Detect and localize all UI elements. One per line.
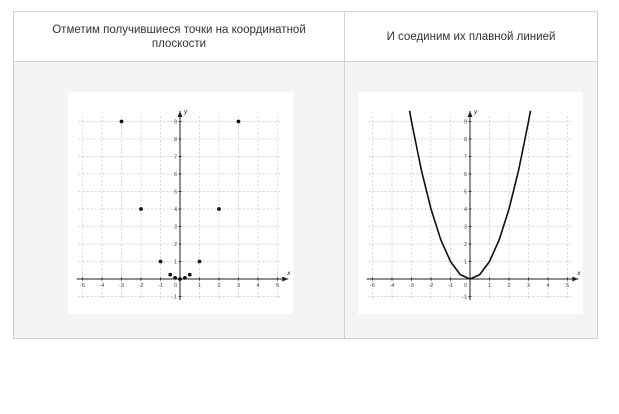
x-tick-label: 5 [566,283,569,289]
x-tick-label: 3 [527,283,530,289]
parabola-curve [408,110,532,280]
y-axis-arrow [467,111,473,117]
origin-label: 0 [464,283,467,289]
data-point [236,119,241,124]
x-tick-label: 4 [256,283,259,289]
y-tick-label: 7 [464,155,467,161]
points-chart: x y -5 -4 -3 -2 -1 1 2 3 4 5 -1 1 2 3 4 5 6 7 8 9 0 [76,109,291,301]
data-point [158,259,163,264]
header-left-text: Отметим получившиеся точки на координатн… [52,23,306,50]
x-axis-label: x [576,270,581,277]
data-point [182,276,187,280]
y-tick-label: 6 [174,172,177,178]
x-tick-label: -1 [448,283,453,289]
x-tick-label: 2 [217,283,220,289]
data-point [178,277,182,281]
comparison-table: Отметим получившиеся точки на координатн… [13,11,598,339]
y-tick-label: 8 [174,137,177,143]
x-tick-label: 2 [507,283,510,289]
content-cell-left: x y -5 -4 -3 -2 -1 1 2 3 4 5 -1 1 2 3 4 5 6 7 8 9 0 [14,62,345,338]
data-point [217,207,221,211]
y-tick-label: 8 [464,137,467,143]
y-tick-label: 9 [464,120,467,126]
y-tick-label: -1 [172,295,177,301]
data-point [168,272,173,277]
y-tick-label: 4 [174,207,177,213]
x-tick-label: -5 [80,283,85,289]
x-tick-label: -4 [100,283,105,289]
header-cell-left: Отметим получившиеся точки на координатн… [14,12,345,62]
x-tick-label: -1 [158,283,163,289]
header-cell-right: И соединим их плавной линией [345,12,597,62]
content-cell-right: x y -5 -4 -3 -2 -1 1 2 3 4 5 -1 1 2 3 4 5 6 7 8 9 0 [345,62,597,338]
header-right-text: И соединим их плавной линией [386,30,556,43]
y-tick-label: 1 [464,260,467,266]
y-tick-label: 2 [464,242,467,248]
y-tick-label: 3 [464,225,467,231]
data-point [173,276,178,280]
x-axis-arrow [572,276,579,282]
y-tick-label: 5 [174,190,177,196]
x-axis-arrow [282,276,289,282]
x-tick-label: -2 [429,283,434,289]
y-axis-label: y [473,109,478,116]
y-tick-label: -1 [462,295,467,301]
data-point [187,272,192,277]
y-tick-label: 9 [174,120,177,126]
y-tick-label: 3 [174,225,177,231]
y-tick-label: 4 [464,207,467,213]
data-point [139,207,143,211]
x-axis-label: x [286,270,291,277]
y-axis-arrow [177,111,183,117]
y-tick-label: 6 [464,172,467,178]
x-tick-label: 4 [546,283,549,289]
y-axis-label: y [183,109,188,116]
y-tick-label: 2 [174,242,177,248]
x-tick-label: -3 [409,283,414,289]
y-tick-label: 1 [174,260,177,266]
y-tick-label: 7 [174,155,177,161]
x-tick-label: -3 [119,283,124,289]
parabola-chart: x y -5 -4 -3 -2 -1 1 2 3 4 5 -1 1 2 3 4 5 6 7 8 9 0 [366,109,581,301]
x-tick-label: -2 [139,283,144,289]
x-tick-label: 3 [237,283,240,289]
origin-label: 0 [174,283,177,289]
data-point [119,119,124,124]
x-tick-label: 5 [276,283,279,289]
curve-plot-panel: x y -5 -4 -3 -2 -1 1 2 3 4 5 -1 1 2 3 4 5 6 7 8 9 0 [358,92,583,314]
x-tick-label: -5 [370,283,375,289]
x-tick-label: 1 [488,283,491,289]
points-plot-panel: x y -5 -4 -3 -2 -1 1 2 3 4 5 -1 1 2 3 4 5 6 7 8 9 0 [68,92,293,314]
y-tick-label: 5 [464,190,467,196]
data-point [197,259,202,264]
x-tick-label: -4 [390,283,395,289]
x-tick-label: 1 [198,283,201,289]
